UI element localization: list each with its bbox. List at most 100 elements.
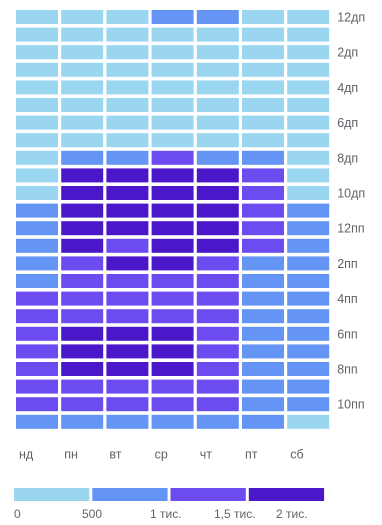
legend-swatch: [248, 488, 325, 501]
heatmap-cell: [106, 362, 149, 376]
heatmap-cell: [196, 150, 239, 165]
heatmap-cell: [16, 414, 58, 429]
heatmap-cell: [242, 256, 284, 271]
heatmap-cell: [16, 186, 58, 200]
heatmap-cell: [196, 291, 239, 306]
heatmap-cell: [287, 133, 330, 148]
heatmap-cell: [16, 150, 58, 165]
heatmap-cell: [61, 274, 104, 288]
y-tick-label: 12дп: [337, 11, 365, 25]
heatmap-cell: [196, 274, 239, 288]
heatmap-cell: [196, 379, 239, 394]
y-tick-label: 10пп: [337, 398, 364, 412]
y-tick-label: 6пп: [337, 327, 358, 341]
heatmap-cell: [287, 27, 330, 42]
heatmap-cell: [242, 397, 284, 412]
heatmap-cell: [151, 221, 194, 236]
heatmap-cell: [106, 80, 149, 95]
heatmap-cell: [196, 80, 239, 95]
legend-swatch: [170, 488, 246, 501]
heatmap-cell: [242, 168, 284, 183]
heatmap-cell: [106, 344, 149, 359]
heatmap-cell: [196, 10, 239, 24]
heatmap-cell: [242, 27, 284, 42]
heatmap-cell: [61, 309, 104, 324]
heatmap-cell: [242, 80, 284, 95]
heatmap-cell: [196, 238, 239, 253]
heatmap-cell: [196, 133, 239, 148]
heatmap-cell: [106, 291, 149, 306]
heatmap-cell: [61, 168, 104, 183]
heatmap-cell: [16, 379, 58, 394]
y-tick-label: 4пп: [337, 292, 358, 306]
x-tick-label: вт: [109, 447, 121, 461]
heatmap-cell: [196, 115, 239, 130]
heatmap-cell: [106, 203, 149, 218]
heatmap-cell: [106, 414, 149, 429]
heatmap-cell: [61, 397, 104, 412]
heatmap-cell: [196, 186, 239, 200]
heatmap-cell: [61, 150, 104, 165]
heatmap-cell: [16, 274, 58, 288]
y-tick-label: 8пп: [337, 363, 358, 377]
heatmap-cell: [196, 309, 239, 324]
heatmap-cell: [287, 62, 330, 77]
heatmap-cell: [287, 10, 330, 24]
heatmap-cell: [16, 203, 58, 218]
heatmap-cell: [287, 326, 330, 341]
heatmap-cell: [106, 168, 149, 183]
y-tick-label: 4дп: [337, 81, 358, 95]
color-legend: 0 500 1 тис. 1,5 тис. 2 тис.: [14, 488, 325, 521]
heatmap-cell: [16, 326, 58, 341]
heatmap-cell: [151, 238, 194, 253]
heatmap-cell: [242, 203, 284, 218]
heatmap-cell: [151, 414, 194, 429]
heatmap-cell: [61, 80, 104, 95]
heatmap-cell: [287, 168, 330, 183]
heatmap-cell: [287, 80, 330, 95]
heatmap-cell: [242, 221, 284, 236]
heatmap-cell: [106, 274, 149, 288]
heatmap-cell: [196, 256, 239, 271]
heatmap-cell: [196, 27, 239, 42]
heatmap-cell: [151, 133, 194, 148]
heatmap-cell: [16, 309, 58, 324]
heatmap-cell: [242, 115, 284, 130]
heatmap-cell: [242, 133, 284, 148]
heatmap-cell: [151, 98, 194, 112]
heatmap-cell: [242, 238, 284, 253]
heatmap-cell: [61, 414, 104, 429]
heatmap-cell: [61, 379, 104, 394]
heatmap-cell: [242, 309, 284, 324]
x-axis-tick-labels: нд пн вт ср чт пт сб: [19, 447, 304, 461]
heatmap-cell: [287, 379, 330, 394]
heatmap-cell: [106, 10, 149, 24]
heatmap-cell: [196, 203, 239, 218]
heatmap-cell: [287, 221, 330, 236]
heatmap-cell: [106, 98, 149, 112]
heatmap-cell: [61, 115, 104, 130]
heatmap-cell: [16, 133, 58, 148]
heatmap-cell: [61, 203, 104, 218]
heatmap-cell: [106, 133, 149, 148]
heatmap-cell: [151, 397, 194, 412]
heatmap-cell: [16, 115, 58, 130]
heatmap-cell: [242, 62, 284, 77]
heatmap-cell: [16, 168, 58, 183]
heatmap-cell: [196, 414, 239, 429]
heatmap-cell: [151, 291, 194, 306]
heatmap-cell: [196, 362, 239, 376]
heatmap-cell: [16, 238, 58, 253]
heatmap-cell: [106, 238, 149, 253]
heatmap-cell: [242, 326, 284, 341]
heatmap-cell: [61, 344, 104, 359]
heatmap-cell: [151, 80, 194, 95]
legend-tick-label: 2 тис.: [276, 507, 308, 521]
heatmap-cell: [151, 344, 194, 359]
heatmap-cell: [61, 133, 104, 148]
y-tick-label: 6дп: [337, 116, 358, 130]
heatmap-cell: [242, 379, 284, 394]
legend-tick-label: 500: [82, 507, 102, 521]
heatmap-cell: [16, 45, 58, 60]
